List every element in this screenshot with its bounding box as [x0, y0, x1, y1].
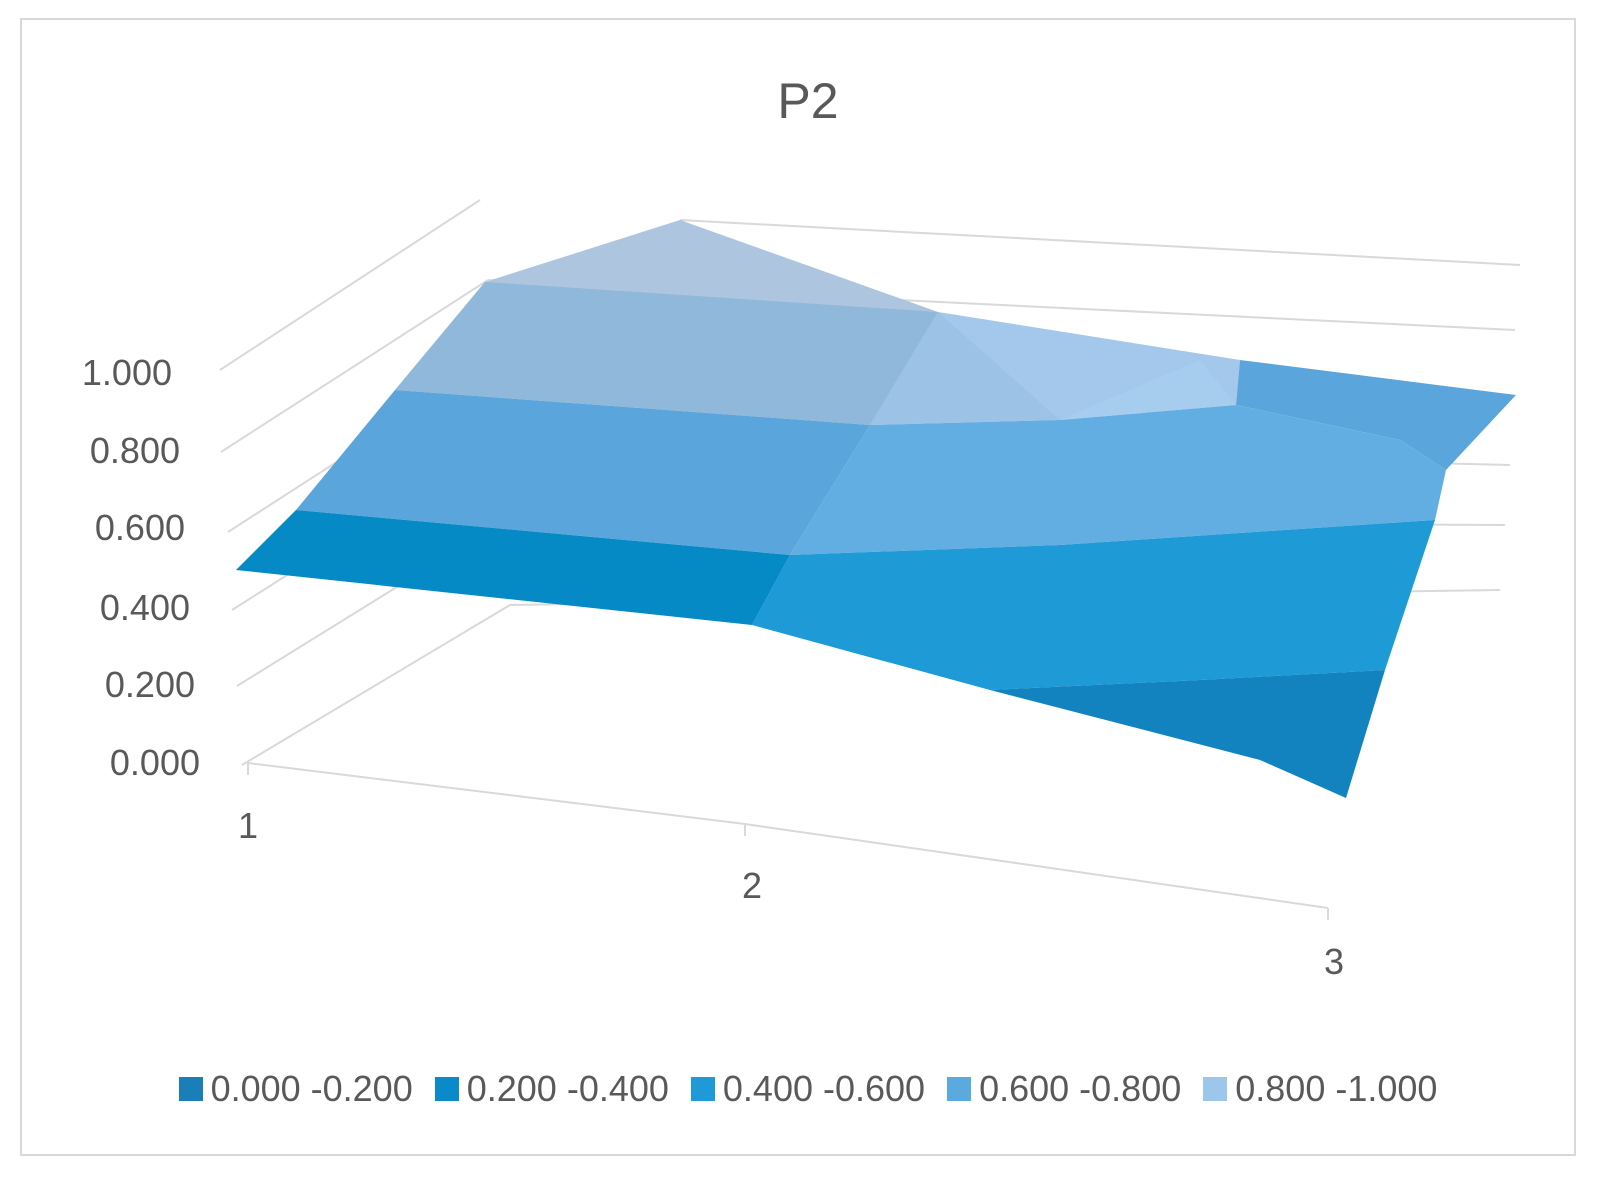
legend-label: 0.200 -0.400: [466, 1068, 669, 1109]
legend-item: 0.600 -0.800: [947, 1068, 1181, 1110]
surface-band: [1236, 360, 1516, 470]
legend-swatch: [178, 1077, 203, 1101]
x-tick-label: 1: [238, 805, 258, 846]
legend-label: 0.400 -0.600: [722, 1068, 926, 1109]
z-tick-label: 0.800: [90, 430, 180, 471]
legend-swatch: [690, 1077, 715, 1101]
legend-swatch: [947, 1077, 972, 1101]
legend-item: 0.400 -0.600: [690, 1068, 926, 1110]
legend-item: 0.800 -1.000: [1203, 1068, 1437, 1110]
z-tick-label: 0.400: [100, 587, 190, 628]
x-tick-label: 2: [742, 865, 762, 906]
axes: 0.000 0.200 0.400 0.600 0.800 1.000 1 2 3: [82, 352, 1344, 982]
back-wall-gridline: [679, 219, 1521, 266]
legend-label: 0.800 -1.000: [1235, 1068, 1438, 1109]
surface-band: [1060, 360, 1236, 420]
surface-band: [236, 510, 790, 625]
surface-band: [990, 670, 1385, 798]
chart-title: P2: [777, 73, 839, 129]
z-tick-label: 1.000: [82, 352, 172, 393]
legend: 0.000 -0.200 0.200 -0.400 0.400 -0.600 0.60…: [0, 1068, 1616, 1110]
legend-item: 0.200 -0.400: [434, 1068, 669, 1110]
z-tick-label: 0.600: [95, 507, 185, 548]
surface-band: [870, 312, 1060, 425]
legend-item: 0.000 -0.200: [178, 1068, 413, 1110]
surface-band: [790, 405, 1446, 555]
left-wall-gridline: [219, 199, 481, 371]
x-tick-label: 3: [1324, 941, 1344, 982]
surface-band: [296, 390, 870, 555]
legend-label: 0.600 -0.800: [979, 1068, 1182, 1109]
legend-label: 0.000 -0.200: [210, 1068, 413, 1109]
surface-plot: [236, 220, 1516, 798]
legend-swatch: [1203, 1077, 1228, 1101]
left-wall-gridline: [220, 279, 489, 453]
surface-band: [395, 282, 938, 425]
z-tick-label: 0.200: [105, 664, 195, 705]
z-tick-label: 0.000: [110, 742, 200, 783]
x-axis-line: [247, 762, 1329, 909]
left-wall-gridline: [241, 604, 511, 766]
legend-swatch: [434, 1077, 459, 1101]
surface-band: [752, 520, 1435, 690]
